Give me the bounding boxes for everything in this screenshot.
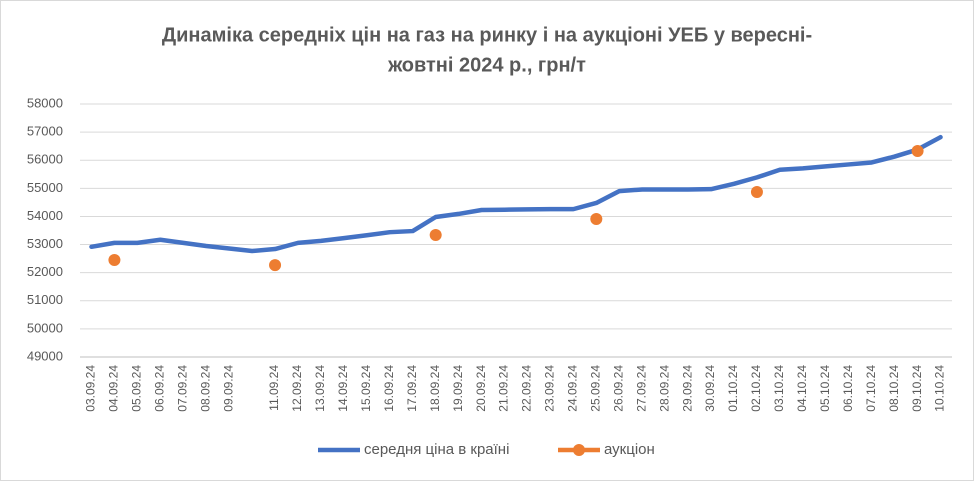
x-tick-label: 26.09.24 <box>611 365 625 412</box>
x-tick-label: 05.10.24 <box>818 365 832 412</box>
x-tick-label: 19.09.24 <box>451 365 465 412</box>
x-tick-label: 15.09.24 <box>359 365 373 412</box>
y-tick-label: 49000 <box>27 348 63 363</box>
x-tick-label: 04.10.24 <box>795 365 809 412</box>
y-tick-label: 50000 <box>27 320 63 335</box>
x-tick-label: 29.09.24 <box>680 365 694 412</box>
data-point <box>590 212 603 225</box>
data-point <box>429 228 442 241</box>
data-point <box>750 185 763 198</box>
x-tick-label: 20.09.24 <box>474 365 488 412</box>
legend-marker <box>573 444 585 456</box>
x-tick-label: 11.09.24 <box>267 365 281 411</box>
x-tick-label: 04.09.24 <box>107 365 121 412</box>
series-line <box>89 134 943 254</box>
x-tick-label: 02.10.24 <box>749 365 763 412</box>
y-tick-label: 53000 <box>27 236 63 251</box>
x-tick-label: 30.09.24 <box>703 365 717 412</box>
x-tick-label: 14.09.24 <box>336 365 350 412</box>
data-point <box>108 254 121 267</box>
x-tick-label: 28.09.24 <box>657 365 671 412</box>
x-tick-label: 05.09.24 <box>130 365 144 412</box>
data-point <box>269 259 282 272</box>
x-tick-label: 16.09.24 <box>382 365 396 412</box>
y-tick-label: 55000 <box>27 180 63 195</box>
x-tick-label: 09.09.24 <box>221 365 235 412</box>
x-tick-label: 23.09.24 <box>543 365 557 412</box>
x-tick-label: 01.10.24 <box>726 365 740 412</box>
x-tick-label: 03.09.24 <box>84 365 98 412</box>
legend-label: середня ціна в країні <box>364 441 509 458</box>
y-tick-label: 51000 <box>27 292 63 307</box>
x-tick-label: 08.09.24 <box>198 365 212 412</box>
x-tick-label: 13.09.24 <box>313 365 327 412</box>
y-tick-label: 52000 <box>27 264 63 279</box>
y-tick-label: 56000 <box>27 152 63 167</box>
x-tick-label: 25.09.24 <box>588 365 602 412</box>
y-tick-label: 57000 <box>27 124 63 139</box>
x-tick-label: 17.09.24 <box>405 365 419 412</box>
x-tick-label: 18.09.24 <box>428 365 442 412</box>
x-tick-label: 03.10.24 <box>772 365 786 412</box>
x-tick-label: 21.09.24 <box>497 365 511 412</box>
x-tick-label: 07.10.24 <box>864 365 878 412</box>
y-tick-label: 58000 <box>27 95 63 110</box>
legend-label: аукціон <box>604 441 655 458</box>
x-tick-label: 06.10.24 <box>841 365 855 412</box>
x-tick-label: 27.09.24 <box>634 365 648 412</box>
x-tick-label: 22.09.24 <box>520 365 534 412</box>
chart-title: жовтні 2024 р., грн/т <box>387 54 586 76</box>
x-tick-label: 24.09.24 <box>566 365 580 412</box>
x-tick-label: 07.09.24 <box>175 365 189 412</box>
chart-title: Динаміка середніх цін на газ на ринку і … <box>162 24 812 46</box>
x-tick-label: 09.10.24 <box>910 365 924 412</box>
x-tick-label: 08.10.24 <box>887 365 901 412</box>
x-tick-label: 12.09.24 <box>290 365 304 412</box>
x-tick-label: 06.09.24 <box>152 365 166 412</box>
x-tick-label: 10.10.24 <box>933 365 947 412</box>
y-tick-label: 54000 <box>27 208 63 223</box>
data-point <box>911 144 924 157</box>
